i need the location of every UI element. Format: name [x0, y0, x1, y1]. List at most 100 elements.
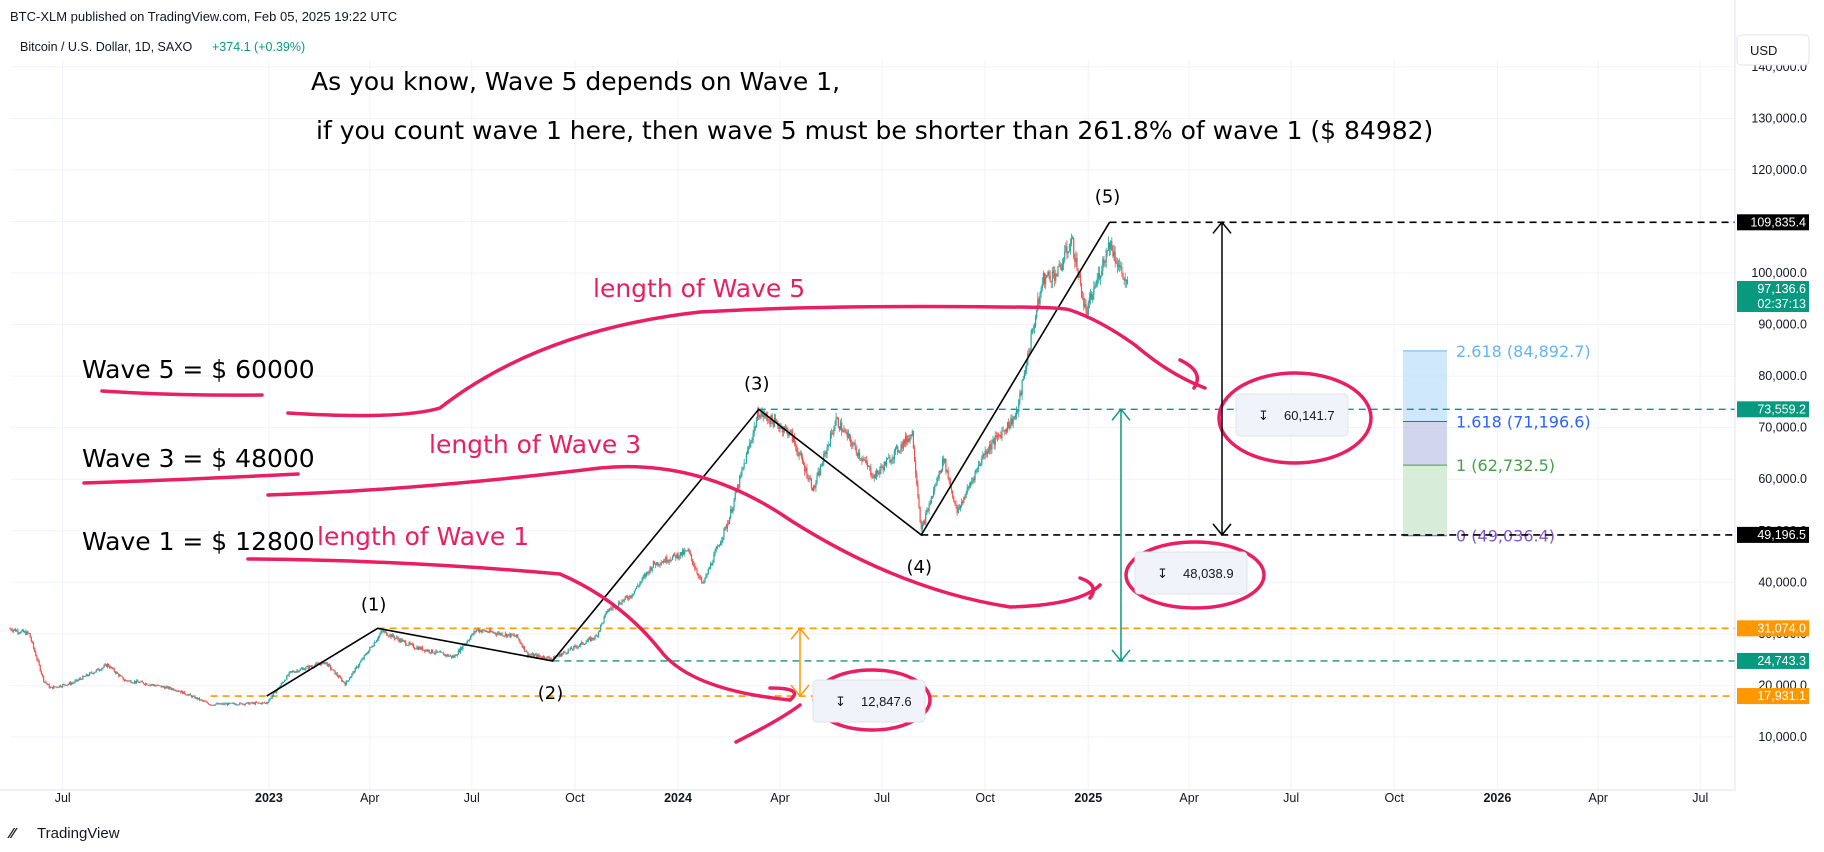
candle-body: [750, 441, 752, 444]
candle-body: [969, 482, 972, 486]
horizontal-lines: [210, 221, 1735, 697]
candle-body: [949, 481, 951, 488]
candle-body: [23, 631, 26, 633]
candle-body: [143, 683, 146, 685]
candle-body: [287, 675, 289, 677]
candle-body: [716, 545, 718, 550]
candle-body: [290, 671, 292, 672]
candle-body: [1083, 298, 1085, 307]
grid: [10, 60, 1735, 790]
candle-body: [171, 688, 174, 690]
candle-body: [759, 417, 761, 419]
candle-body: [111, 666, 113, 669]
candle-body: [305, 667, 307, 670]
candle-body: [908, 438, 910, 441]
candle-body: [810, 479, 813, 488]
candle-body: [1096, 277, 1098, 285]
candle-body: [961, 501, 963, 506]
freehand-stroke: [286, 304, 1207, 418]
candle-body: [694, 565, 696, 569]
candle-body: [913, 448, 916, 461]
candle-body: [899, 450, 901, 452]
candle-body: [620, 604, 622, 605]
candle-body: [51, 686, 54, 689]
candle-body: [378, 635, 380, 639]
candle-body: [102, 667, 104, 669]
candle-body: [248, 702, 250, 705]
candle-body: [1050, 281, 1052, 282]
candle-body: [863, 459, 865, 461]
candle-body: [59, 685, 62, 687]
candle-body: [1103, 259, 1105, 264]
wave3-equation: Wave 3 = $ 48000: [82, 444, 315, 473]
price-tick-label: 120,000.0: [1751, 163, 1807, 177]
freehand-circle: [1124, 540, 1266, 610]
candle-body: [733, 499, 735, 508]
candle-body: [835, 417, 837, 426]
candle-body: [454, 654, 456, 658]
measure-arrow-head: [1111, 649, 1131, 663]
candle-body: [164, 687, 166, 689]
candle-body: [644, 574, 647, 577]
measure-value: 12,847.6: [861, 694, 912, 709]
candle-body: [495, 633, 498, 635]
candle-body: [1015, 409, 1018, 416]
fib-level-label: 0 (49,036.4): [1456, 527, 1555, 546]
candle-body: [85, 674, 87, 677]
candle-body: [898, 451, 900, 453]
candle-body: [257, 702, 259, 704]
currency-button[interactable]: [1736, 34, 1810, 66]
candle-body: [782, 430, 784, 433]
candle-body: [717, 545, 719, 547]
candle-body: [168, 687, 170, 689]
candle-body: [728, 517, 731, 524]
candle-body: [272, 693, 275, 696]
candle-body: [150, 684, 152, 686]
candle-body: [431, 649, 434, 653]
candle-body: [794, 437, 796, 444]
candle-body: [402, 640, 405, 641]
candle-body: [62, 684, 64, 687]
candle-body: [611, 608, 613, 610]
candle-body: [106, 664, 109, 667]
candle-body: [713, 554, 715, 563]
candle-body: [692, 559, 694, 564]
candle-body: [264, 702, 267, 704]
candle-body: [900, 444, 902, 451]
candle-body: [788, 434, 790, 436]
candle-body: [1102, 259, 1104, 272]
candle-body: [878, 472, 880, 474]
candle-body: [227, 702, 230, 705]
candle-body: [522, 646, 524, 648]
candle-body: [536, 654, 538, 658]
candle-body: [329, 665, 332, 670]
headline-line2: if you count wave 1 here, then wave 5 mu…: [316, 116, 1433, 145]
candle-body: [103, 665, 105, 668]
candle-body: [1080, 283, 1083, 298]
candle-body: [437, 651, 439, 653]
candle-body: [479, 630, 481, 632]
candle-body: [632, 594, 634, 596]
candle-body: [570, 647, 573, 650]
candle-body: [379, 634, 381, 636]
candle-body: [80, 678, 82, 680]
candle-body: [38, 660, 40, 666]
freehand-stroke: [100, 389, 264, 397]
candle-body: [668, 559, 670, 562]
candle-body: [428, 649, 430, 653]
candle-body: [588, 637, 591, 639]
candle-body: [860, 458, 862, 460]
candle-body: [510, 633, 512, 637]
candle-body: [365, 654, 368, 655]
candle-body: [676, 553, 678, 559]
candle-body: [425, 649, 427, 652]
candle-body: [542, 656, 545, 659]
candle-body: [638, 585, 640, 587]
candle-body: [811, 487, 814, 491]
candle-body: [377, 638, 379, 641]
candle-body: [94, 671, 96, 673]
candle-body: [785, 427, 787, 429]
candle-body: [862, 459, 864, 461]
candle-body: [100, 669, 102, 671]
